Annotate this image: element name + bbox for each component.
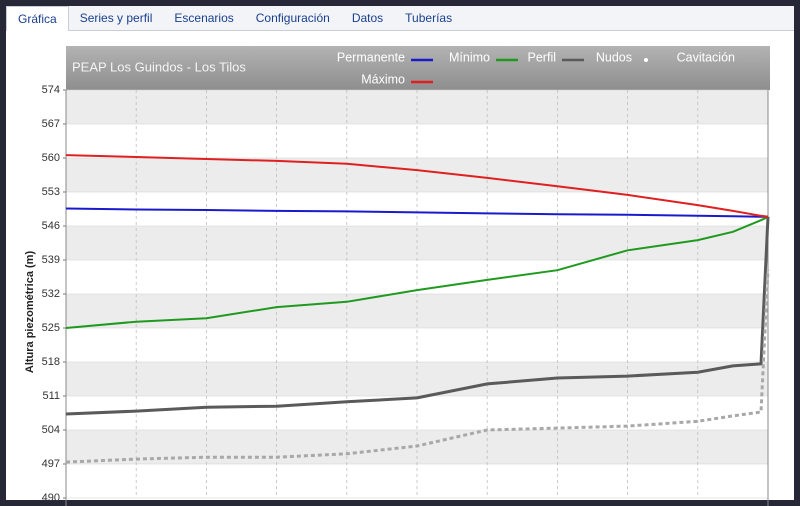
series-line — [65, 215, 769, 329]
y-tick-label: 567 — [42, 118, 60, 130]
y-tick-label: 553 — [42, 186, 60, 198]
y-tick-label: 574 — [42, 84, 60, 96]
tab[interactable]: Series y perfil — [79, 11, 153, 25]
tab-bar: Gráfica Series y perfil Escenarios Configur… — [6, 6, 794, 31]
y-tick-label: 490 — [42, 492, 60, 504]
y-tick-label: 532 — [42, 288, 60, 300]
series-line — [65, 216, 770, 416]
legend-label: Cavitación — [677, 50, 735, 64]
y-tick-label: 504 — [42, 424, 60, 436]
legend-label: Máximo — [361, 72, 405, 86]
legend-label: Mínimo — [449, 50, 490, 64]
legend-swatch — [644, 58, 648, 62]
y-tick-label: 497 — [42, 458, 60, 470]
tab[interactable]: Tuberías — [405, 11, 453, 25]
series-line — [65, 154, 769, 218]
plot-band — [66, 294, 768, 328]
chart-title: PEAP Los Guindos - Los Tilos — [72, 59, 246, 74]
series-line — [65, 207, 768, 218]
y-tick-label: 525 — [42, 322, 60, 334]
series-line — [65, 269, 770, 464]
y-tick-label: 546 — [42, 220, 60, 232]
legend-label: Permanente — [337, 50, 405, 64]
y-tick-label: 511 — [42, 390, 60, 402]
tab[interactable]: Datos — [351, 11, 384, 25]
y-tick-label: 539 — [42, 254, 60, 266]
y-tick-label: 518 — [42, 356, 60, 368]
legend-label: Nudos — [596, 50, 632, 64]
tab[interactable]: Configuración — [255, 11, 330, 25]
plot-band — [66, 90, 768, 124]
tab[interactable]: Escenarios — [174, 11, 234, 25]
tab[interactable]: Gráfica — [6, 6, 69, 31]
legend-label: Perfil — [528, 50, 556, 64]
y-tick-label: 560 — [42, 152, 60, 164]
y-axis-label: Altura piezométrica (m) — [24, 251, 36, 374]
